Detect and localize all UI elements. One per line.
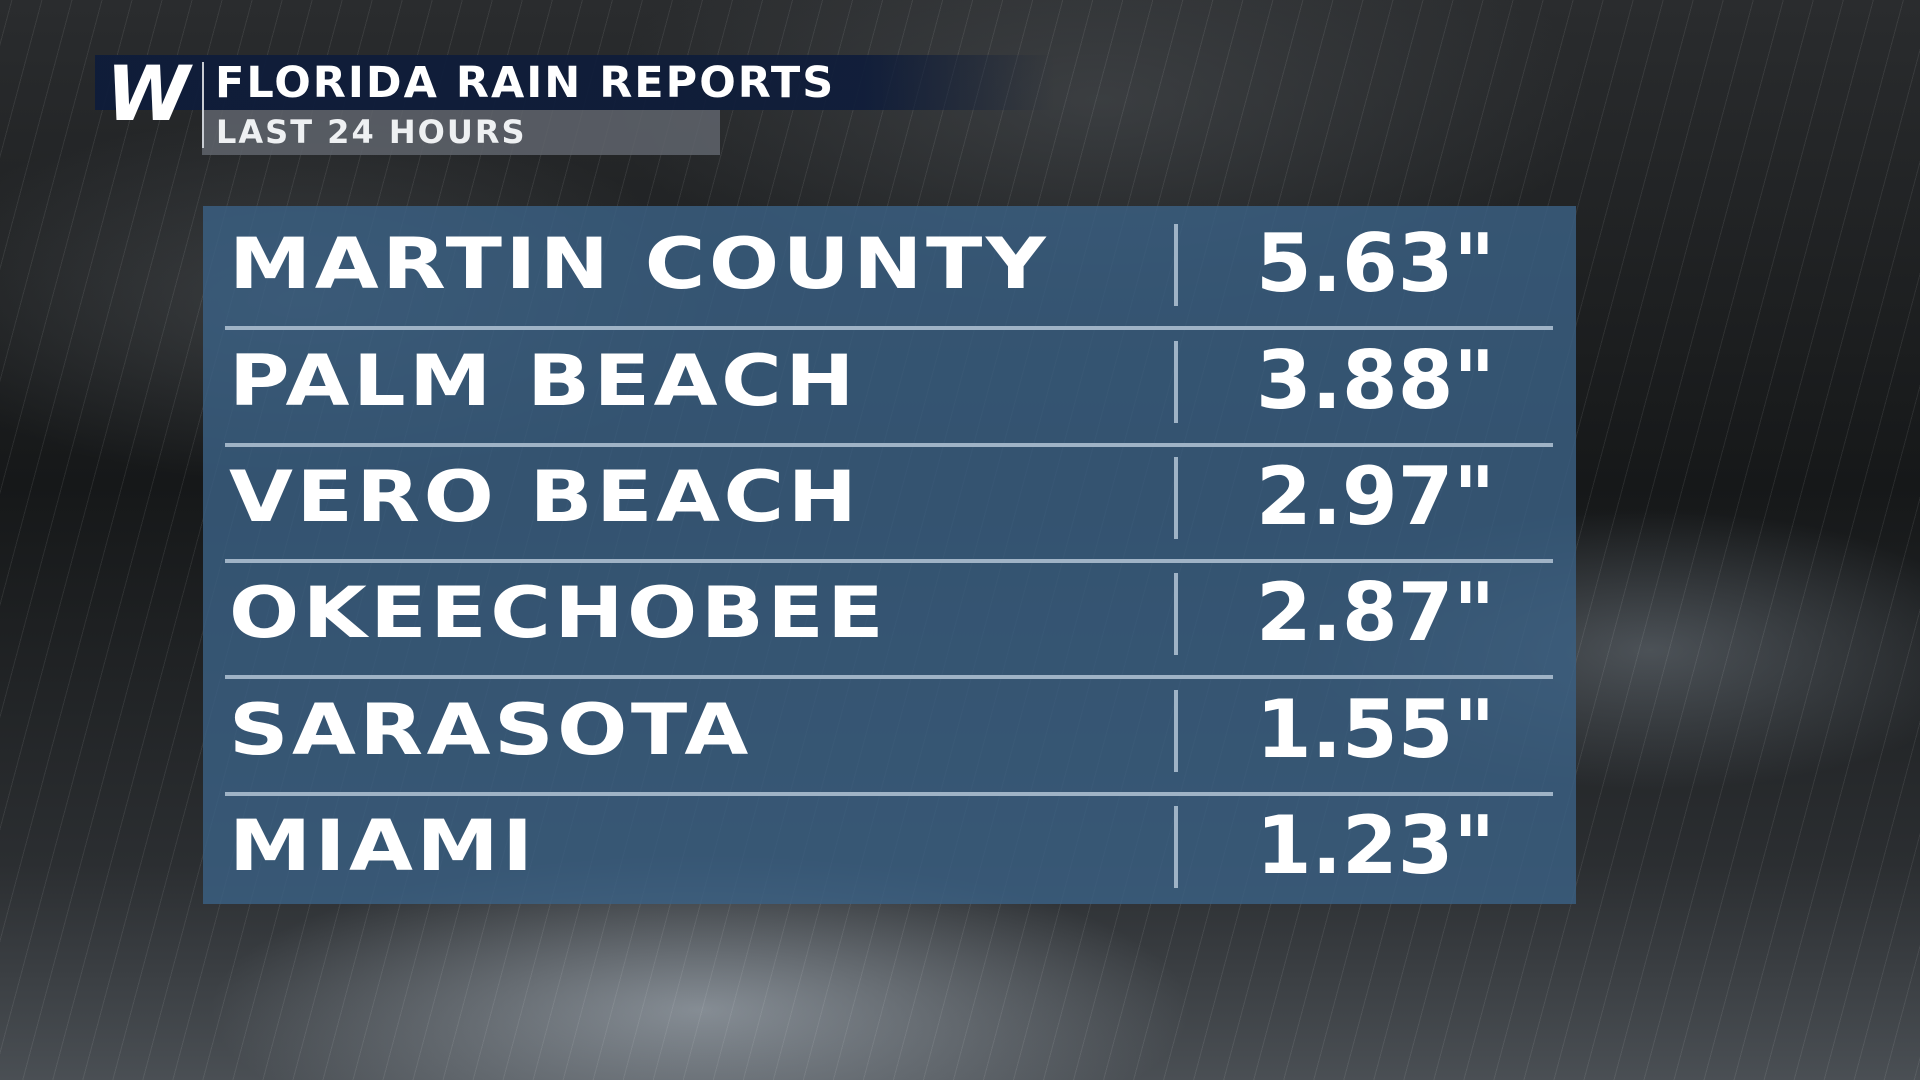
row-separator: [225, 326, 1553, 331]
title: FLORIDA RAIN REPORTS: [215, 58, 836, 108]
logo-separator: [202, 62, 204, 148]
row-separator: [225, 559, 1553, 563]
logo: W: [106, 49, 190, 138]
row-separator: [225, 442, 1553, 447]
location: SARASOTA: [229, 688, 752, 771]
rain-amount: 1.23": [1255, 798, 1496, 892]
column-divider: [1174, 805, 1178, 888]
column-divider: [1174, 224, 1178, 307]
column-divider: [1174, 340, 1178, 423]
table-row: MIAMI 1.23": [203, 789, 1576, 903]
location: MIAMI: [229, 804, 537, 887]
rain-amount: 5.63": [1255, 217, 1496, 311]
location: MARTIN COUNTY: [229, 223, 1050, 306]
location: OKEECHOBEE: [229, 572, 888, 655]
table-row: OKEECHOBEE 2.87": [203, 556, 1576, 670]
rain-amount: 3.88": [1255, 333, 1496, 427]
location: PALM BEACH: [229, 339, 858, 422]
location: VERO BEACH: [229, 455, 861, 538]
table-row: VERO BEACH 2.97": [203, 440, 1576, 554]
title-bar: [95, 55, 1055, 110]
column-divider: [1174, 689, 1178, 772]
row-separator: [225, 791, 1553, 796]
column-divider: [1174, 573, 1178, 656]
table-row: PALM BEACH 3.88": [203, 324, 1576, 438]
subtitle: LAST 24 HOURS: [216, 113, 527, 151]
column-divider: [1174, 456, 1178, 539]
rain-table: MARTIN COUNTY 5.63" PALM BEACH 3.88" VERO BE…: [203, 206, 1576, 904]
rain-amount: 2.97": [1255, 449, 1496, 543]
row-separator: [225, 675, 1553, 680]
rain-amount: 2.87": [1255, 566, 1496, 660]
table-row: SARASOTA 1.55": [203, 673, 1576, 787]
rain-amount: 1.55": [1255, 682, 1496, 776]
table-row: MARTIN COUNTY 5.63": [203, 207, 1576, 321]
subtitle-bar: [202, 110, 720, 155]
